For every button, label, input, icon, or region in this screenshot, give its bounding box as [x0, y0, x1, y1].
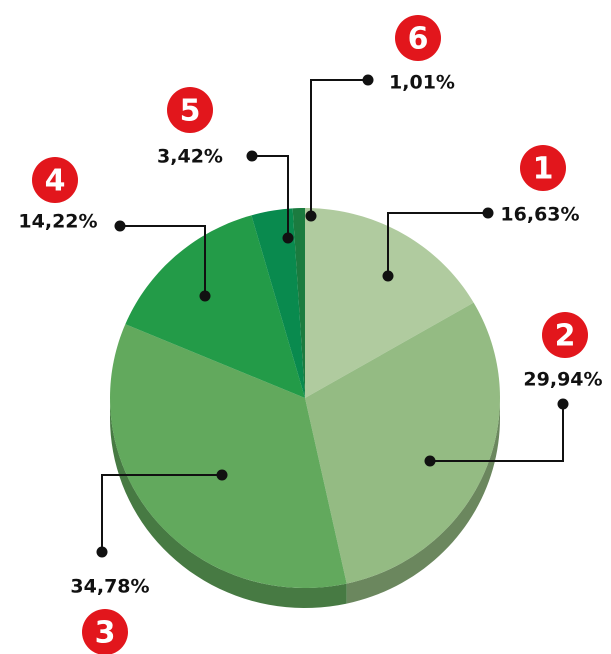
badge [395, 15, 441, 61]
badge-number: 3 [95, 616, 116, 651]
leader-dot [557, 398, 569, 410]
leader-dot [199, 290, 211, 302]
value-label: 14,22% [18, 211, 97, 233]
slice [110, 324, 347, 588]
badge [520, 145, 566, 191]
slice [125, 215, 305, 398]
leader-dot [114, 220, 126, 232]
slice [292, 208, 305, 398]
leader-line [252, 155, 289, 238]
leader-dot [382, 270, 394, 282]
slice [251, 208, 305, 398]
leader-dot [246, 150, 258, 162]
badge-number: 1 [533, 152, 554, 187]
badge-number: 4 [45, 164, 66, 199]
leader-line [310, 79, 368, 216]
badge [82, 609, 128, 654]
badge-number: 5 [180, 94, 201, 129]
leader-line [430, 404, 564, 462]
leader-dot [362, 74, 374, 86]
leader-dot [96, 546, 108, 558]
value-label: 34,78% [70, 576, 149, 598]
leader-dot [282, 232, 294, 244]
value-label: 29,94% [523, 369, 602, 391]
leader-line [120, 225, 206, 296]
slice [305, 208, 474, 398]
leader-dot [482, 207, 494, 219]
value-label: 1,01% [389, 72, 455, 94]
value-label: 16,63% [500, 204, 579, 226]
leader-dot [216, 469, 228, 481]
badge [542, 312, 588, 358]
badge-number: 6 [408, 22, 429, 57]
slice-side [346, 398, 500, 604]
leader-line [101, 474, 222, 552]
badge-number: 2 [555, 319, 576, 354]
slice [305, 302, 500, 584]
leader-dot [424, 455, 436, 467]
badge [167, 87, 213, 133]
badge [32, 157, 78, 203]
leader-dot [305, 210, 317, 222]
leader-line [387, 212, 488, 276]
value-label: 3,42% [157, 146, 223, 168]
